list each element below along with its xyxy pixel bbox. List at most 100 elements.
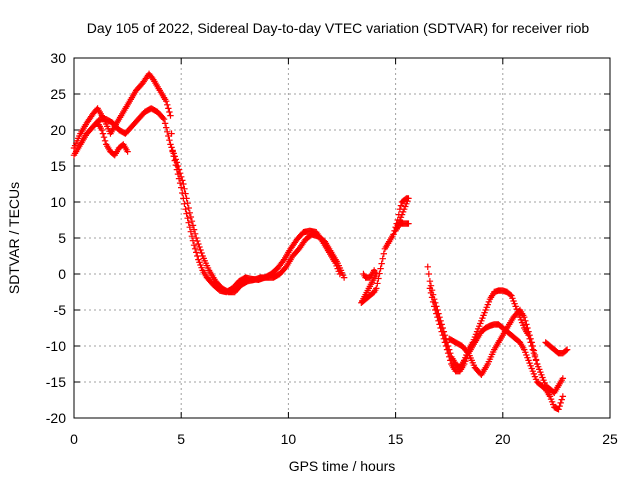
- data-point: [507, 291, 514, 298]
- data-point: [429, 298, 437, 306]
- data-point: [198, 249, 205, 257]
- data-point: [164, 101, 171, 108]
- data-point: [98, 126, 106, 134]
- data-point: [178, 184, 185, 191]
- data-point: [436, 321, 443, 328]
- data-point: [190, 242, 198, 249]
- data-point: [184, 215, 191, 222]
- data-point: [173, 159, 181, 166]
- data-point: [521, 314, 528, 321]
- data-point: [424, 263, 431, 270]
- data-point: [171, 153, 178, 160]
- data-point: [390, 231, 397, 238]
- data-point: [187, 228, 195, 235]
- data-point: [380, 250, 388, 257]
- data-point: [397, 202, 405, 209]
- data-point: [167, 141, 174, 148]
- data-point: [172, 156, 180, 163]
- data-point: [434, 314, 441, 321]
- y-tick-label: 30: [50, 50, 66, 66]
- data-point: [167, 112, 174, 119]
- y-tick-label: -15: [46, 374, 66, 390]
- x-tick-label: 20: [495, 431, 511, 447]
- y-tick-label: -5: [54, 302, 67, 318]
- data-point: [557, 399, 564, 407]
- data-point: [559, 375, 567, 382]
- y-tick-label: -20: [46, 410, 66, 426]
- chart-title: Day 105 of 2022, Sidereal Day-to-day VTE…: [87, 20, 590, 36]
- data-point: [193, 234, 200, 242]
- data-point: [464, 348, 471, 356]
- data-point: [444, 350, 452, 357]
- data-point: [441, 339, 449, 346]
- x-axis-label: GPS time / hours: [289, 458, 396, 474]
- data-point: [437, 324, 444, 332]
- data-point: [563, 346, 571, 353]
- axis-ticks: [73, 57, 611, 419]
- y-tick-label: 15: [50, 158, 66, 174]
- data-point: [378, 260, 385, 267]
- data-point: [524, 324, 531, 332]
- data-point: [373, 285, 380, 292]
- data-point: [522, 317, 529, 324]
- data-point: [432, 306, 439, 314]
- data-point: [168, 144, 175, 151]
- data-point: [184, 200, 191, 207]
- data-point: [166, 137, 173, 144]
- data-point: [149, 74, 156, 82]
- data-point: [197, 246, 204, 254]
- data-point: [279, 257, 287, 265]
- data-point: [169, 147, 176, 154]
- data-point: [526, 332, 533, 339]
- data-point: [442, 342, 450, 350]
- data-point: [101, 137, 109, 144]
- data-point: [191, 245, 199, 252]
- data-point: [161, 120, 169, 127]
- data-point: [164, 128, 171, 135]
- data-point: [523, 321, 530, 328]
- data-point: [194, 237, 201, 245]
- data-point: [165, 105, 172, 112]
- x-tick-label: 25: [602, 431, 618, 447]
- data-point: [196, 243, 203, 251]
- data-point: [170, 150, 177, 157]
- data-point: [190, 226, 198, 233]
- data-point: [435, 317, 442, 324]
- data-point: [559, 393, 567, 400]
- data-point: [193, 249, 200, 256]
- data-point: [426, 285, 434, 292]
- data-point: [185, 204, 192, 212]
- data-point: [99, 130, 107, 137]
- data-point: [528, 339, 535, 346]
- data-point: [175, 166, 183, 173]
- y-tick-label: 20: [50, 122, 66, 138]
- data-point: [186, 209, 193, 216]
- data-point: [194, 252, 201, 260]
- data-point: [183, 195, 190, 202]
- data-point: [181, 185, 188, 192]
- x-tick-label: 0: [70, 431, 78, 447]
- data-point: [340, 274, 348, 281]
- data-point: [179, 177, 186, 184]
- data-point: [438, 328, 445, 335]
- data-point: [374, 280, 381, 287]
- data-point: [532, 356, 540, 363]
- data-point: [180, 180, 187, 188]
- data-point: [428, 294, 436, 301]
- data-point: [379, 255, 386, 262]
- y-tick-label: 25: [50, 86, 66, 102]
- data-point: [443, 346, 451, 353]
- data-point: [186, 224, 193, 231]
- data-point: [165, 132, 172, 140]
- data-point: [446, 353, 453, 360]
- data-point: [166, 108, 173, 116]
- data-point: [168, 130, 175, 137]
- data-point: [377, 265, 384, 272]
- data-point: [162, 124, 170, 131]
- data-point: [185, 219, 192, 226]
- x-tick-label: 15: [388, 431, 404, 447]
- data-point: [182, 206, 189, 213]
- y-tick-label: 0: [58, 266, 66, 282]
- x-tick-label: 5: [177, 431, 185, 447]
- data-point: [376, 270, 383, 277]
